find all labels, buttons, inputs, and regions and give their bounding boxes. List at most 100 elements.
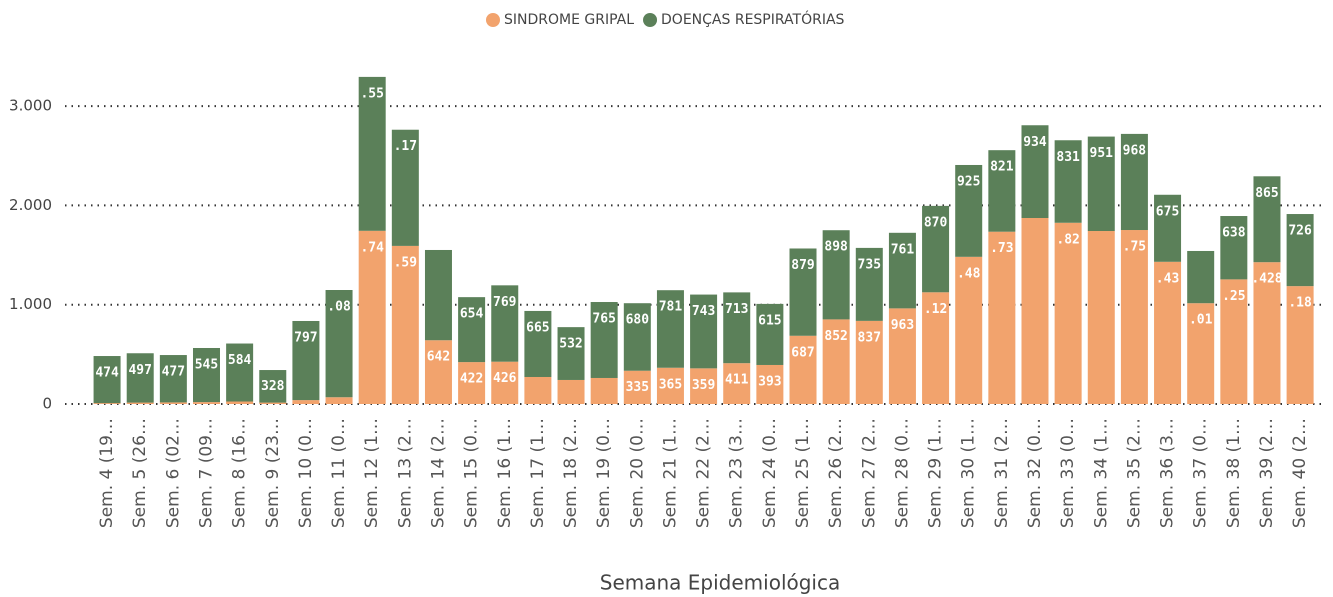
x-tick-label: Sem. 26 (2… bbox=[826, 418, 846, 528]
bar-segment bbox=[391, 245, 419, 404]
x-tick-label: Sem. 13 (2… bbox=[395, 418, 415, 528]
bar-segment bbox=[1054, 140, 1082, 223]
data-label: 477 bbox=[162, 365, 185, 380]
data-label: 426 bbox=[493, 371, 517, 386]
y-tick-label: 0 bbox=[42, 395, 52, 413]
x-tick-label: Sem. 39 (2… bbox=[1257, 418, 1277, 528]
bar-segment bbox=[491, 361, 519, 404]
bar-segment bbox=[226, 343, 254, 402]
bar-segment bbox=[955, 164, 983, 257]
bar-segment bbox=[93, 403, 121, 404]
x-tick-label: Sem. 11 (0… bbox=[329, 418, 349, 528]
bar-segment bbox=[723, 292, 751, 364]
data-label: .74 bbox=[360, 240, 384, 255]
legend-swatch bbox=[643, 13, 658, 27]
x-tick-label: Sem. 18 (2… bbox=[561, 418, 581, 528]
bar-segment bbox=[1286, 214, 1314, 287]
data-label: 781 bbox=[659, 300, 683, 315]
bar-segment bbox=[822, 319, 850, 404]
bar-segment bbox=[1154, 194, 1182, 262]
bar-segment bbox=[988, 150, 1016, 232]
data-label: .428 bbox=[1251, 272, 1282, 287]
data-label: .43 bbox=[1156, 271, 1179, 286]
data-label: 675 bbox=[1156, 204, 1179, 219]
x-tick-label: Sem. 25 (1… bbox=[793, 418, 813, 528]
data-label: .59 bbox=[394, 255, 417, 270]
x-tick-label: Sem. 34 (1… bbox=[1091, 418, 1111, 528]
x-tick-label: Sem. 6 (02… bbox=[163, 418, 183, 528]
bar-segment bbox=[159, 402, 187, 404]
bar-segment bbox=[524, 310, 552, 377]
bar-segment bbox=[1021, 218, 1049, 404]
bar-segment bbox=[756, 364, 784, 404]
x-tick-label: Sem. 36 (3… bbox=[1158, 418, 1178, 528]
data-label: 642 bbox=[427, 350, 450, 365]
data-label: 497 bbox=[128, 363, 151, 378]
bar-segment bbox=[656, 367, 684, 404]
x-axis-title: Semana Epidemiológica bbox=[600, 571, 841, 595]
bar-segment bbox=[159, 355, 187, 403]
x-tick-label: Sem. 40 (2… bbox=[1290, 418, 1310, 528]
x-tick-label: Sem. 37 (0… bbox=[1191, 418, 1211, 528]
data-label: 968 bbox=[1123, 143, 1147, 158]
bar-segment bbox=[756, 303, 784, 365]
data-label: 726 bbox=[1288, 224, 1312, 239]
bar-segment bbox=[656, 290, 684, 368]
bar-segment bbox=[855, 247, 883, 321]
bar-segment bbox=[1154, 261, 1182, 404]
x-tick-label: Sem. 16 (1… bbox=[495, 418, 515, 528]
data-label: 925 bbox=[957, 174, 980, 189]
x-tick-label: Sem. 12 (1… bbox=[362, 418, 382, 528]
data-label: 532 bbox=[559, 337, 582, 352]
bar-segment bbox=[292, 320, 320, 401]
legend-label: SINDROME GRIPAL bbox=[504, 12, 634, 28]
bar-segment bbox=[126, 402, 154, 404]
bar-segment bbox=[458, 362, 486, 404]
data-label: 837 bbox=[858, 330, 881, 345]
data-label: 963 bbox=[891, 318, 914, 333]
bar-segment bbox=[126, 353, 154, 403]
data-label: .18 bbox=[1288, 296, 1312, 311]
bar-segment bbox=[325, 397, 353, 404]
x-tick-label: Sem. 29 (1… bbox=[926, 418, 946, 528]
bar-segment bbox=[723, 363, 751, 404]
bar-segment bbox=[1253, 262, 1281, 404]
data-label: 365 bbox=[659, 377, 682, 392]
bar-segment bbox=[192, 402, 220, 404]
bar-segment bbox=[358, 76, 386, 231]
bar-segment bbox=[259, 402, 287, 404]
data-label: .25 bbox=[1222, 289, 1245, 304]
data-label: 713 bbox=[725, 302, 748, 317]
bar-segment bbox=[623, 303, 651, 371]
bar-segment bbox=[1253, 176, 1281, 263]
bar-segment bbox=[93, 356, 121, 404]
bar-segment bbox=[557, 379, 585, 404]
bar-segment bbox=[424, 249, 452, 341]
bar-segment bbox=[226, 401, 254, 404]
data-label: .73 bbox=[990, 241, 1013, 256]
data-label: .12 bbox=[924, 302, 947, 317]
bar-segment bbox=[1286, 286, 1314, 404]
data-label: 687 bbox=[791, 345, 814, 360]
data-label: 474 bbox=[95, 366, 119, 381]
data-label: 654 bbox=[460, 307, 484, 322]
bar-segment bbox=[789, 335, 817, 404]
data-label: 411 bbox=[725, 373, 749, 388]
data-label: 898 bbox=[824, 240, 848, 255]
x-tick-label: Sem. 30 (1… bbox=[959, 418, 979, 528]
x-tick-label: Sem. 32 (0… bbox=[1025, 418, 1045, 528]
x-tick-label: Sem. 38 (1… bbox=[1224, 418, 1244, 528]
bar-segment bbox=[1120, 230, 1148, 404]
x-tick-label: Sem. 28 (0… bbox=[892, 418, 912, 528]
data-label: 934 bbox=[1023, 135, 1047, 150]
x-tick-label: Sem. 14 (2… bbox=[428, 418, 448, 528]
data-label: 545 bbox=[195, 357, 218, 372]
data-label: 879 bbox=[791, 258, 814, 273]
data-label: 359 bbox=[692, 378, 715, 393]
data-label: 865 bbox=[1255, 186, 1278, 201]
x-tick-label: Sem. 17 (1… bbox=[528, 418, 548, 528]
bar-segment bbox=[888, 308, 916, 404]
data-label: .17 bbox=[394, 139, 417, 154]
bar-segment bbox=[690, 368, 718, 404]
